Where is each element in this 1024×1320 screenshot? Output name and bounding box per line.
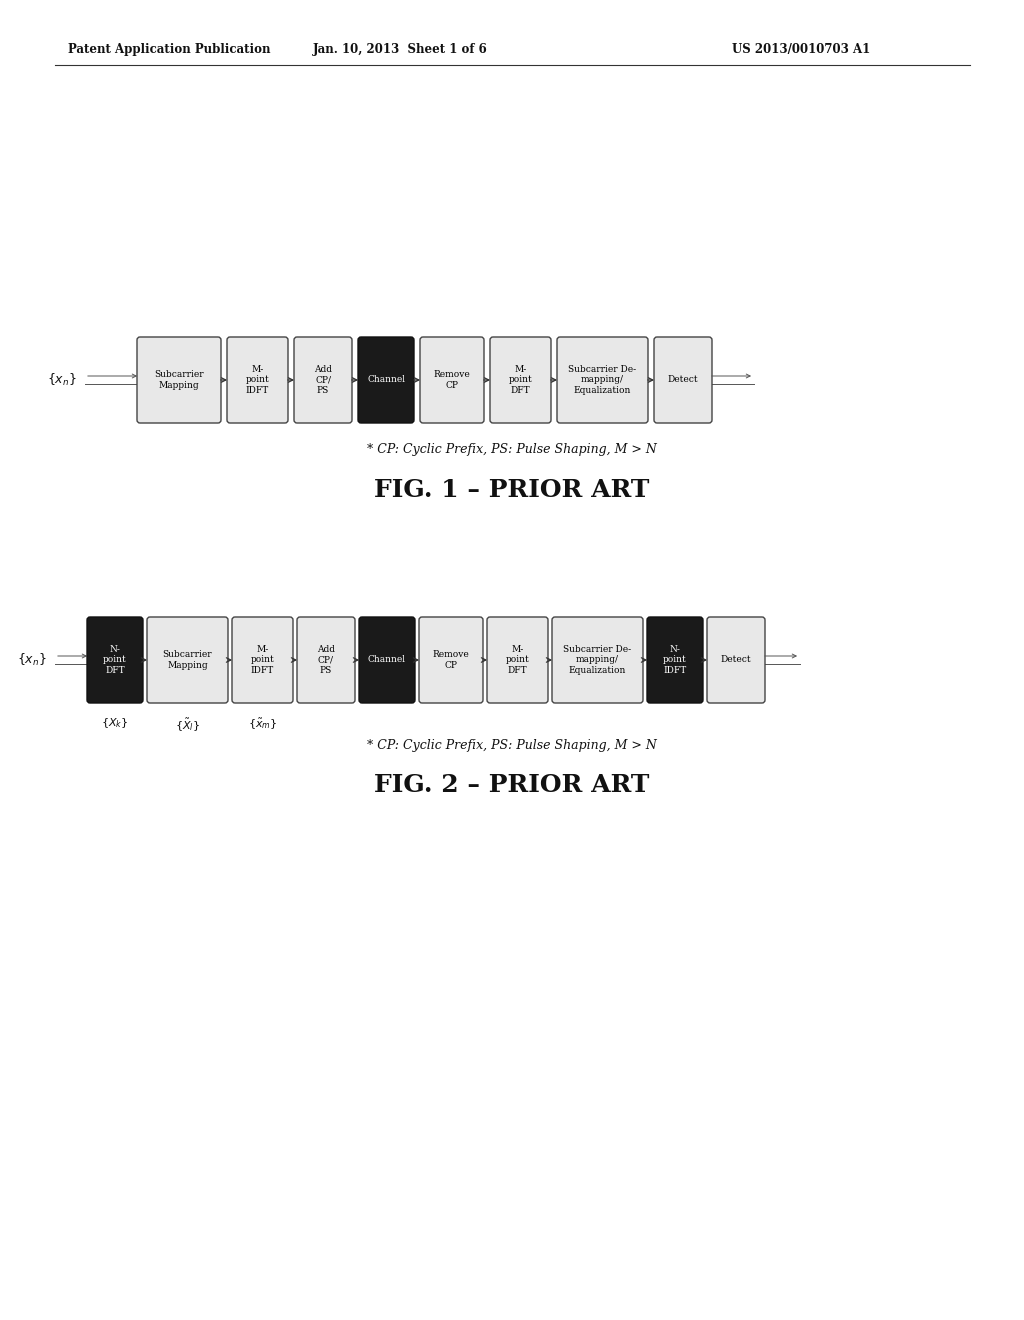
FancyBboxPatch shape bbox=[358, 337, 414, 422]
FancyBboxPatch shape bbox=[647, 616, 703, 704]
Text: FIG. 1 – PRIOR ART: FIG. 1 – PRIOR ART bbox=[375, 478, 649, 502]
FancyBboxPatch shape bbox=[294, 337, 352, 422]
Text: $\{\tilde{X}_l\}$: $\{\tilde{X}_l\}$ bbox=[175, 715, 200, 733]
FancyBboxPatch shape bbox=[552, 616, 643, 704]
Text: Subcarrier
Mapping: Subcarrier Mapping bbox=[163, 651, 212, 669]
Text: Channel: Channel bbox=[368, 656, 406, 664]
FancyBboxPatch shape bbox=[419, 616, 483, 704]
FancyBboxPatch shape bbox=[490, 337, 551, 422]
Text: Channel: Channel bbox=[367, 375, 406, 384]
FancyBboxPatch shape bbox=[557, 337, 648, 422]
Text: * CP: Cyclic Prefix, PS: Pulse Shaping, M > N: * CP: Cyclic Prefix, PS: Pulse Shaping, … bbox=[367, 738, 657, 751]
Text: N-
point
IDFT: N- point IDFT bbox=[664, 644, 687, 676]
FancyBboxPatch shape bbox=[227, 337, 288, 422]
FancyBboxPatch shape bbox=[359, 616, 415, 704]
Text: Detect: Detect bbox=[668, 375, 698, 384]
Text: FIG. 2 – PRIOR ART: FIG. 2 – PRIOR ART bbox=[375, 774, 649, 797]
Text: Remove
CP: Remove CP bbox=[433, 370, 470, 389]
FancyBboxPatch shape bbox=[420, 337, 484, 422]
Text: $\{x_n\}$: $\{x_n\}$ bbox=[17, 652, 47, 668]
FancyBboxPatch shape bbox=[654, 337, 712, 422]
FancyBboxPatch shape bbox=[707, 616, 765, 704]
Text: $\{x_n\}$: $\{x_n\}$ bbox=[47, 372, 77, 388]
Text: Add
CP/
PS: Add CP/ PS bbox=[314, 364, 332, 395]
Text: $\{X_k\}$: $\{X_k\}$ bbox=[101, 715, 129, 730]
Text: N-
point
DFT: N- point DFT bbox=[103, 644, 127, 676]
Text: Subcarrier De-
mapping/
Equalization: Subcarrier De- mapping/ Equalization bbox=[568, 364, 637, 395]
Text: Jan. 10, 2013  Sheet 1 of 6: Jan. 10, 2013 Sheet 1 of 6 bbox=[312, 44, 487, 57]
Text: Subcarrier
Mapping: Subcarrier Mapping bbox=[155, 370, 204, 389]
FancyBboxPatch shape bbox=[137, 337, 221, 422]
Text: Add
CP/
PS: Add CP/ PS bbox=[317, 644, 335, 676]
Text: Detect: Detect bbox=[721, 656, 752, 664]
Text: M-
point
IDFT: M- point IDFT bbox=[246, 364, 269, 395]
Text: Subcarrier De-
mapping/
Equalization: Subcarrier De- mapping/ Equalization bbox=[563, 644, 632, 676]
Text: * CP: Cyclic Prefix, PS: Pulse Shaping, M > N: * CP: Cyclic Prefix, PS: Pulse Shaping, … bbox=[367, 444, 657, 457]
FancyBboxPatch shape bbox=[147, 616, 228, 704]
Text: M-
point
DFT: M- point DFT bbox=[509, 364, 532, 395]
Text: Patent Application Publication: Patent Application Publication bbox=[68, 44, 270, 57]
FancyBboxPatch shape bbox=[87, 616, 143, 704]
Text: US 2013/0010703 A1: US 2013/0010703 A1 bbox=[732, 44, 870, 57]
Text: Remove
CP: Remove CP bbox=[432, 651, 469, 669]
Text: $\{\tilde{x}_m\}$: $\{\tilde{x}_m\}$ bbox=[248, 715, 278, 731]
Text: M-
point
DFT: M- point DFT bbox=[506, 644, 529, 676]
FancyBboxPatch shape bbox=[232, 616, 293, 704]
Text: M-
point
IDFT: M- point IDFT bbox=[251, 644, 274, 676]
FancyBboxPatch shape bbox=[297, 616, 355, 704]
FancyBboxPatch shape bbox=[487, 616, 548, 704]
